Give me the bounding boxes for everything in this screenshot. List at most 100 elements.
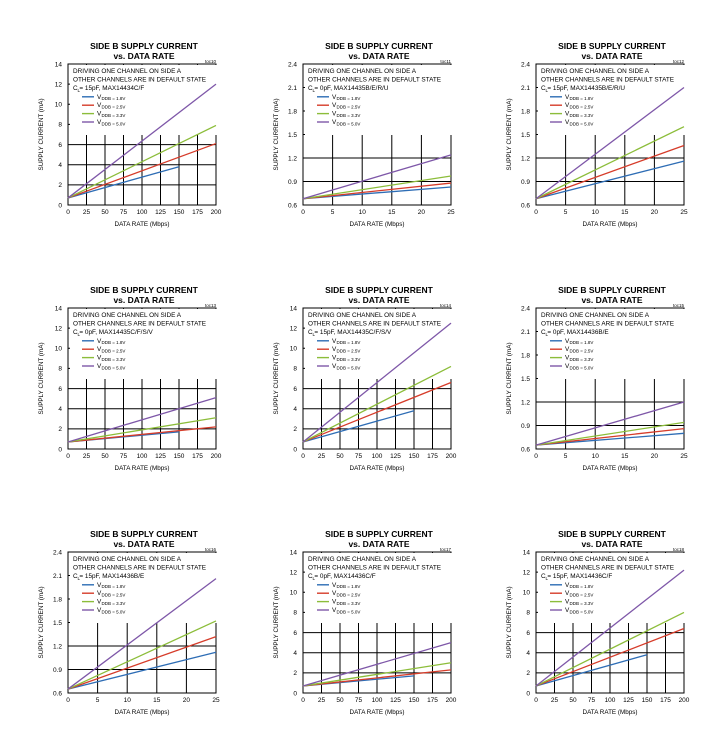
x-tick-label: 100 (605, 697, 616, 704)
legend-label: DDB = 2.5V (102, 105, 126, 110)
y-tick-label: 12 (55, 325, 63, 332)
cl-subscript: L (313, 576, 316, 581)
chart-panel: SIDE B SUPPLY CURRENT vs. DATA RATE toc11 D… (235, 38, 465, 266)
legend-symbol: V (97, 338, 102, 345)
annotation-line: DRIVING ONE CHANNEL ON SIDE A (308, 312, 417, 319)
x-tick-label: 100 (372, 453, 383, 460)
y-tick-label: 14 (523, 549, 531, 556)
annotation-line: OTHER CHANNELS ARE IN DEFAULT STATE (308, 565, 441, 572)
y-tick-label: 2.4 (288, 61, 297, 68)
series-line (535, 611, 685, 687)
annotation-line: C = 15pF, MAX14436C/F (541, 573, 612, 580)
y-tick-label: 10 (290, 590, 298, 597)
legend-label: DDB = 1.8V (102, 340, 126, 345)
series-line (67, 651, 217, 690)
legend-label: DDB = 2.5V (337, 593, 361, 598)
series-line (535, 160, 685, 200)
x-tick-label: 175 (427, 697, 438, 704)
annotation-box (538, 553, 686, 623)
y-tick-label: 2.1 (521, 329, 530, 336)
series-line (302, 322, 452, 443)
legend-label: DDB = 1.8V (570, 340, 594, 345)
series-line (302, 182, 452, 200)
annotation-line: DRIVING ONE CHANNEL ON SIDE A (73, 556, 182, 563)
legend-label: DDB = 2.5V (337, 105, 361, 110)
series-line (302, 669, 452, 687)
series-line (535, 421, 685, 446)
legend-symbol: V (97, 102, 102, 109)
x-axis-label: DATA RATE (Mbps) (583, 709, 638, 716)
x-axis-label: DATA RATE (Mbps) (350, 221, 405, 228)
series-line (67, 142, 217, 199)
figure-code: toc16 (205, 547, 217, 552)
legend-symbol: V (332, 363, 337, 370)
legend-label: DDB = 2.5V (570, 593, 594, 598)
annotation-line: C = 15pF, MAX14435C/F/S/V (308, 329, 392, 336)
annotation-line: DRIVING ONE CHANNEL ON SIDE A (541, 556, 650, 563)
y-tick-label: 10 (55, 346, 63, 353)
x-tick-label: 125 (623, 697, 634, 704)
x-tick-label: 0 (534, 697, 538, 704)
x-axis-label: DATA RATE (Mbps) (115, 709, 170, 716)
chart-title: SIDE B SUPPLY CURRENT (90, 529, 198, 539)
cl-subscript: L (313, 88, 316, 93)
legend-label: DDB = 3.3V (570, 357, 594, 362)
x-tick-label: 5 (96, 697, 100, 704)
x-tick-label: 25 (212, 697, 220, 704)
y-tick-label: 1.8 (53, 596, 62, 603)
y-tick-label: 0.9 (53, 667, 62, 674)
y-tick-label: 0.6 (288, 202, 297, 209)
chart-panel: SIDE B SUPPLY CURRENT vs. DATA RATE toc15 D… (468, 282, 698, 510)
y-axis-label: SUPPLY CURRENT (mA) (506, 342, 513, 414)
legend-label: DDB = 5.0V (102, 121, 126, 126)
y-tick-label: 1.5 (288, 132, 297, 139)
annotation-line: C = 0pF, MAX14435B/E/R/U (308, 85, 389, 92)
x-tick-label: 15 (388, 209, 396, 216)
x-tick-label: 175 (660, 697, 671, 704)
y-tick-label: 4 (58, 406, 62, 413)
y-tick-label: 0.6 (53, 690, 62, 697)
legend-label: DDB = 5.0V (102, 609, 126, 614)
chart-title: SIDE B SUPPLY CURRENT (90, 41, 198, 51)
legend-symbol: V (565, 590, 570, 597)
annotation-line: OTHER CHANNELS ARE IN DEFAULT STATE (73, 321, 206, 328)
y-tick-label: 2 (293, 670, 297, 677)
legend-label: DDB = 2.5V (102, 349, 126, 354)
figure-code: toc17 (440, 547, 452, 552)
legend-label: DDB = 2.5V (570, 105, 594, 110)
cl-subscript: L (546, 88, 549, 93)
series-line (535, 401, 685, 446)
chart-subtitle: vs. DATA RATE (348, 51, 409, 61)
annotation-line: C = 15pF, MAX14436B/E (73, 573, 144, 580)
annotation-line: OTHER CHANNELS ARE IN DEFAULT STATE (308, 77, 441, 84)
y-tick-label: 2.1 (521, 85, 530, 92)
legend-label: DDB = 2.5V (570, 349, 594, 354)
x-tick-label: 20 (418, 209, 426, 216)
annotation-line: DRIVING ONE CHANNEL ON SIDE A (308, 68, 417, 75)
series-line (302, 381, 452, 443)
x-axis-label: DATA RATE (Mbps) (583, 221, 638, 228)
x-tick-label: 125 (155, 209, 166, 216)
legend-symbol: V (97, 111, 102, 118)
annotation-box (305, 553, 453, 623)
legend-symbol: V (97, 94, 102, 101)
series-line (302, 410, 415, 443)
x-tick-label: 0 (66, 209, 70, 216)
y-axis-label: SUPPLY CURRENT (mA) (506, 98, 513, 170)
annotation-line: OTHER CHANNELS ARE IN DEFAULT STATE (73, 77, 206, 84)
annotation-line: OTHER CHANNELS ARE IN DEFAULT STATE (73, 565, 206, 572)
x-tick-label: 10 (592, 453, 600, 460)
annotation-line: OTHER CHANNELS ARE IN DEFAULT STATE (541, 77, 674, 84)
figure-code: toc10 (205, 59, 217, 64)
series-line (67, 417, 217, 443)
cl-subscript: L (546, 332, 549, 337)
legend-symbol: V (97, 355, 102, 362)
annotation-line: C = 0pF, MAX14436B/E (541, 329, 609, 336)
series-line (67, 397, 217, 443)
y-tick-label: 0.6 (521, 446, 530, 453)
y-tick-label: 10 (523, 590, 531, 597)
legend-symbol: V (97, 599, 102, 606)
legend-label: DDB = 2.5V (102, 593, 126, 598)
y-tick-label: 2.4 (53, 549, 62, 556)
